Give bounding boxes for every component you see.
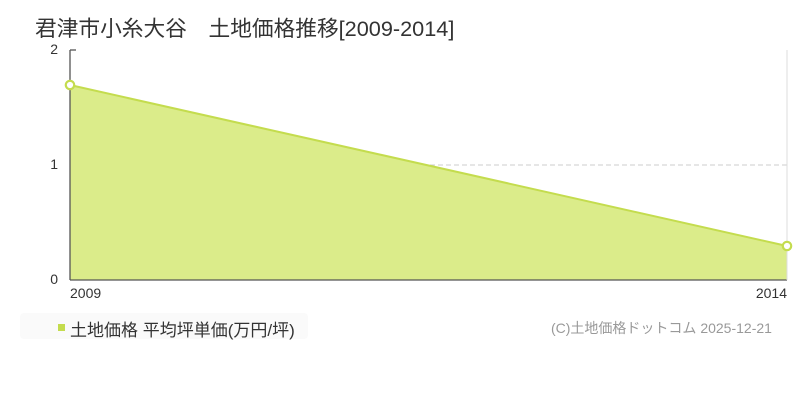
svg-text:2009: 2009 bbox=[70, 285, 101, 300]
svg-text:1: 1 bbox=[50, 156, 58, 172]
svg-text:2: 2 bbox=[50, 41, 58, 57]
svg-text:2014: 2014 bbox=[756, 285, 787, 300]
svg-text:0: 0 bbox=[50, 271, 58, 287]
